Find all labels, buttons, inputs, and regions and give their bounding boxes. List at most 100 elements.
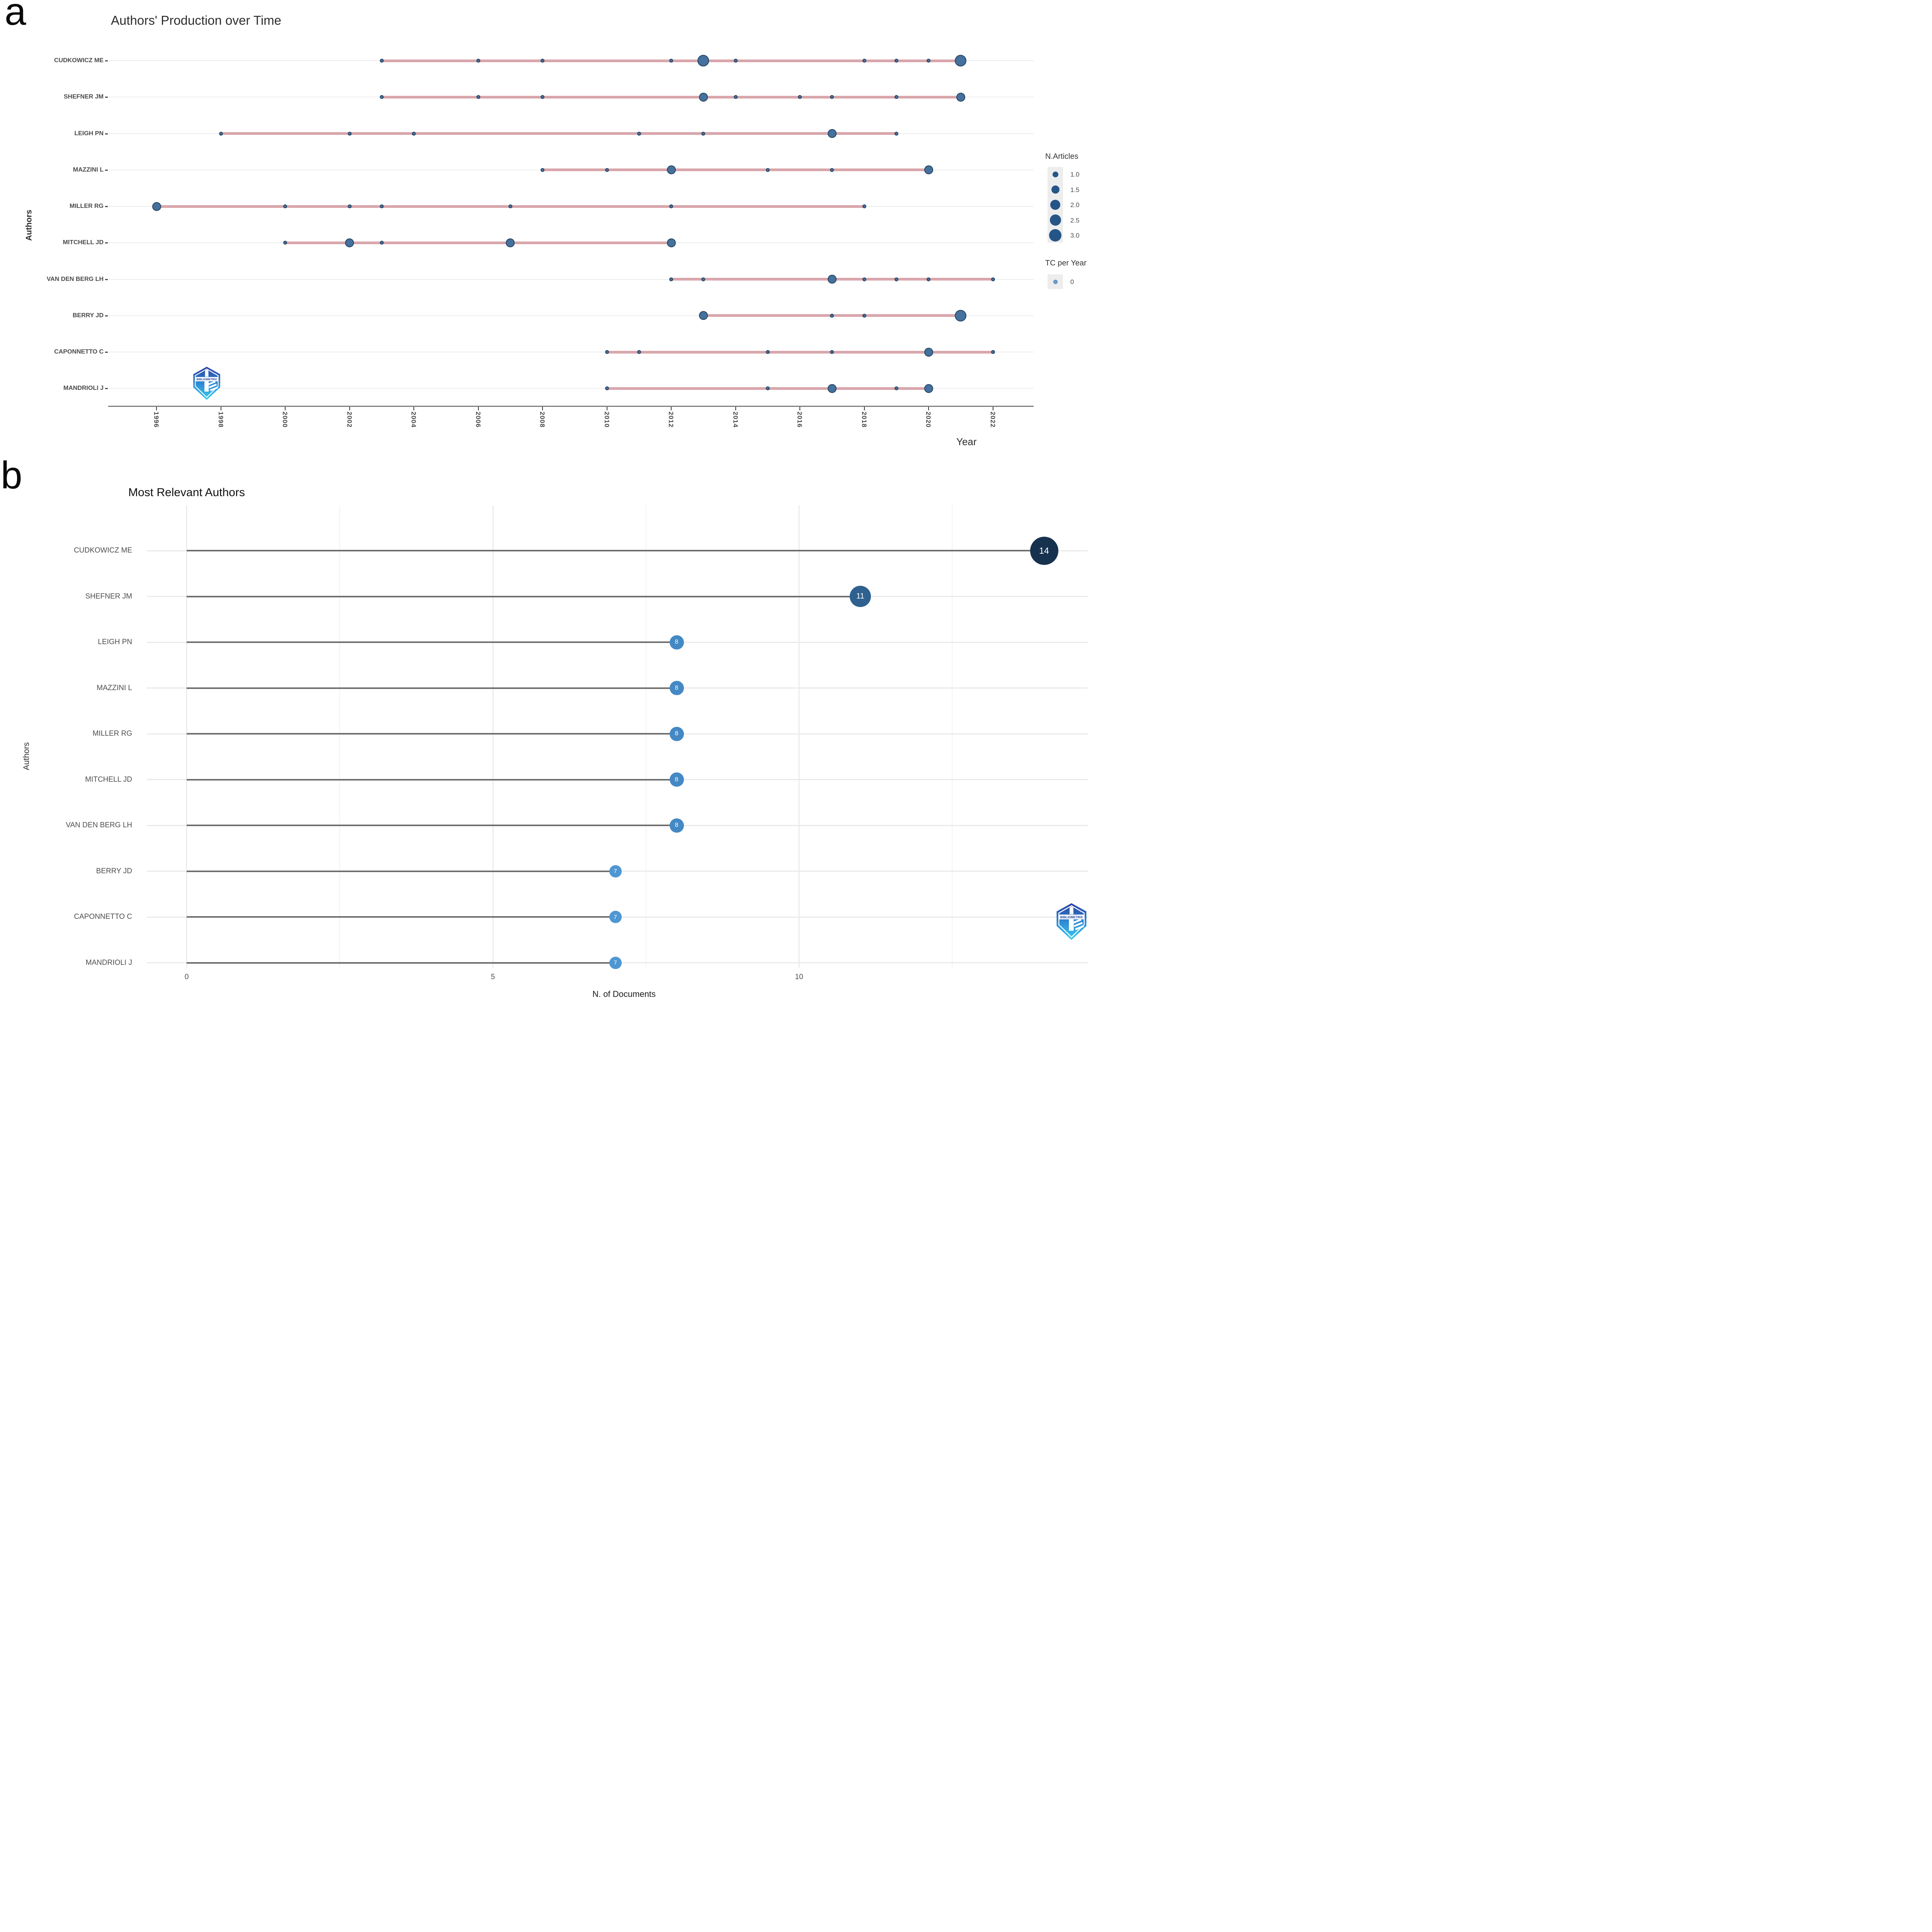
author-axis-tick [105, 388, 108, 389]
article-dot [894, 386, 898, 391]
x-axis-tick-label: 0 [184, 973, 189, 981]
article-dot [506, 238, 515, 247]
x-axis-tick [285, 407, 286, 410]
article-dot [345, 238, 354, 247]
article-dot [798, 95, 802, 99]
article-dot [347, 131, 352, 136]
author-axis-label: SHEFNER JM [63, 94, 104, 100]
x-axis-tick-label: 2022 [989, 412, 997, 428]
document-count-dot: 8 [669, 726, 684, 741]
x-axis-tick [928, 407, 929, 410]
document-count-dot: 7 [609, 865, 622, 878]
author-axis-label: LEIGH PN [74, 130, 104, 137]
x-axis-tick [542, 407, 543, 410]
legend-size-label: 2.5 [1070, 216, 1080, 224]
legend-size-dot [1049, 229, 1061, 242]
article-dot [605, 168, 609, 172]
logo-lighthouse-top [1070, 909, 1073, 915]
logo-hexagon-border [1058, 905, 1085, 938]
x-axis-tick [413, 407, 414, 410]
production-timeline [607, 350, 993, 354]
author-axis-tick [105, 352, 108, 353]
article-dot [765, 386, 770, 391]
logo-rays [207, 381, 218, 391]
x-axis-tick-label: 2012 [667, 412, 675, 428]
lollipop-stem [187, 641, 677, 643]
author-axis-label: MAZZINI L [97, 684, 132, 692]
document-count-dot: 8 [669, 772, 684, 787]
legend-size-label: 2.0 [1070, 201, 1080, 209]
x-axis-tick-label: 5 [491, 973, 495, 981]
x-axis-tick-label: 2000 [281, 412, 289, 428]
legend-tc-dot [1053, 280, 1058, 284]
article-dot [862, 204, 866, 208]
x-axis-tick-label: 2006 [474, 412, 482, 428]
article-dot [924, 347, 933, 357]
document-count-dot: 8 [669, 818, 684, 833]
article-dot [541, 59, 544, 63]
lollipop-stem [187, 916, 616, 918]
author-axis-label: CAPONNETTO C [54, 349, 104, 355]
x-axis-tick-label: 2018 [860, 412, 868, 428]
author-axis-label: MITCHELL JD [85, 775, 132, 784]
lollipop-stem [187, 825, 677, 826]
article-dot [379, 95, 384, 99]
author-axis-label: LEIGH PN [98, 638, 132, 646]
article-dot [894, 59, 898, 63]
document-count-dot: 7 [609, 911, 622, 923]
x-axis-tick [156, 407, 157, 410]
logo-hexagon-border [195, 368, 219, 398]
x-axis-tick [671, 407, 672, 410]
author-axis-label: MANDRIOLI J [85, 958, 132, 967]
lollipop-stem [187, 870, 616, 872]
lollipop-stem [187, 595, 861, 597]
logo-lighthouse-top [205, 372, 209, 377]
article-dot [862, 313, 866, 318]
production-timeline [221, 132, 896, 135]
article-dot [605, 350, 609, 354]
article-dot [508, 204, 512, 208]
panel-letter-b: b [1, 454, 22, 497]
article-dot [379, 204, 384, 208]
article-dot [894, 95, 898, 99]
x-axis-tick-label: 2004 [410, 412, 417, 428]
legend-size-dot [1051, 185, 1060, 194]
lollipop-stem [187, 687, 677, 689]
author-axis-label: MILLER RG [92, 730, 132, 738]
production-timeline [543, 168, 929, 172]
article-dot [152, 202, 161, 211]
author-axis-label: CAPONNETTO C [74, 913, 132, 921]
chart-a-title: Authors' Production over Time [111, 13, 282, 27]
article-dot [827, 129, 837, 138]
panel-letter-a: a [5, 0, 26, 33]
x-axis-tick [735, 407, 736, 410]
article-dot [991, 277, 995, 281]
author-row-gridline [108, 388, 1034, 389]
lollipop-stem [187, 733, 677, 735]
article-dot [541, 95, 544, 99]
legend-size-title: N.Articles [1045, 152, 1078, 161]
article-dot [667, 238, 676, 247]
x-axis-tick-label: 1998 [217, 412, 224, 428]
article-dot [637, 131, 641, 136]
author-axis-tick [105, 315, 108, 316]
article-dot [701, 277, 706, 281]
legend-size-label: 1.5 [1070, 186, 1080, 194]
x-axis-tick [478, 407, 479, 410]
lollipop-stem [187, 779, 677, 781]
x-axis-tick-label: 2016 [796, 412, 803, 428]
lollipop-stem [187, 962, 616, 964]
author-axis-label: BERRY JD [96, 867, 132, 875]
author-axis-label: BERRY JD [72, 312, 104, 319]
article-dot [862, 59, 866, 63]
author-axis-label: MANDRIOLI J [63, 385, 104, 392]
author-axis-tick [105, 97, 108, 98]
author-axis-label: SHEFNER JM [85, 592, 132, 600]
lollipop-stem [187, 550, 1044, 551]
logo-lighthouse-body [204, 381, 209, 392]
chart-a-x-axis-title: Year [956, 436, 977, 447]
article-dot [956, 92, 965, 102]
article-dot [827, 384, 837, 393]
article-dot [541, 168, 544, 172]
chart-b-plot-area: CUDKOWICZ ME 14 SHEFNER JM 11 LEIGH PN 8 MAZZI… [0, 460, 1104, 1007]
